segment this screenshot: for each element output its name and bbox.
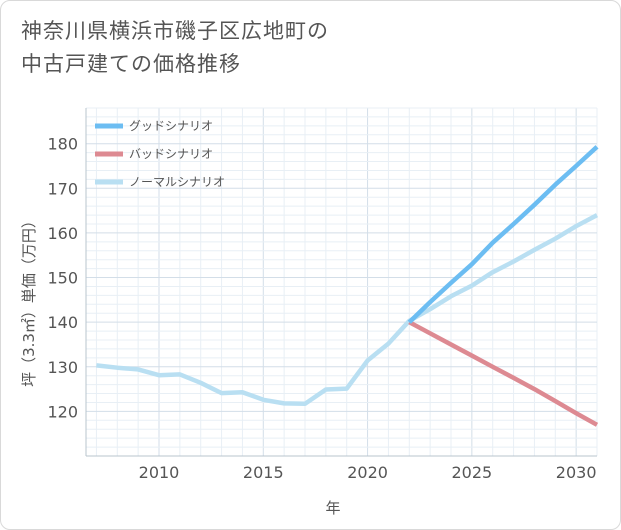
x-tick-label: 2025	[451, 463, 492, 482]
x-tick-label: 2030	[556, 463, 597, 482]
y-tick-label: 160	[47, 224, 78, 243]
series-line-1	[408, 320, 599, 427]
x-tick-label: 2010	[139, 463, 180, 482]
grid-lines	[86, 107, 598, 457]
y-tick-label: 130	[47, 358, 78, 377]
chart-title-line-2: 中古戸建ての価格推移	[21, 52, 241, 76]
x-axis-label: 年	[325, 499, 340, 517]
series-line-0	[407, 145, 599, 324]
x-tick-label: 2020	[347, 463, 388, 482]
tick-labels: 2010 2015 2020 2025 2030 120 130 140 150 160 170 18…	[47, 135, 596, 482]
y-tick-label: 140	[47, 313, 78, 332]
y-tick-label: 170	[47, 179, 78, 198]
legend-label-0: グッドシナリオ	[129, 119, 213, 133]
legend-label-1: バッドシナリオ	[129, 147, 213, 161]
y-tick-label: 180	[47, 135, 78, 154]
axes	[85, 108, 597, 457]
chart-title: 神奈川県横浜市磯子区広地町の 中古戸建ての価格推移	[21, 15, 581, 81]
series-lines	[96, 145, 599, 427]
y-axis-label: 坪（3.3㎡）単価（万円）	[20, 213, 38, 387]
y-tick-label: 150	[47, 269, 78, 288]
legend-label-2: ノーマルシナリオ	[129, 175, 225, 189]
y-tick-label: 120	[47, 402, 78, 421]
series-line-2	[96, 213, 599, 407]
x-tick-label: 2015	[243, 463, 284, 482]
chart-title-line-1: 神奈川県横浜市磯子区広地町の	[21, 19, 329, 43]
